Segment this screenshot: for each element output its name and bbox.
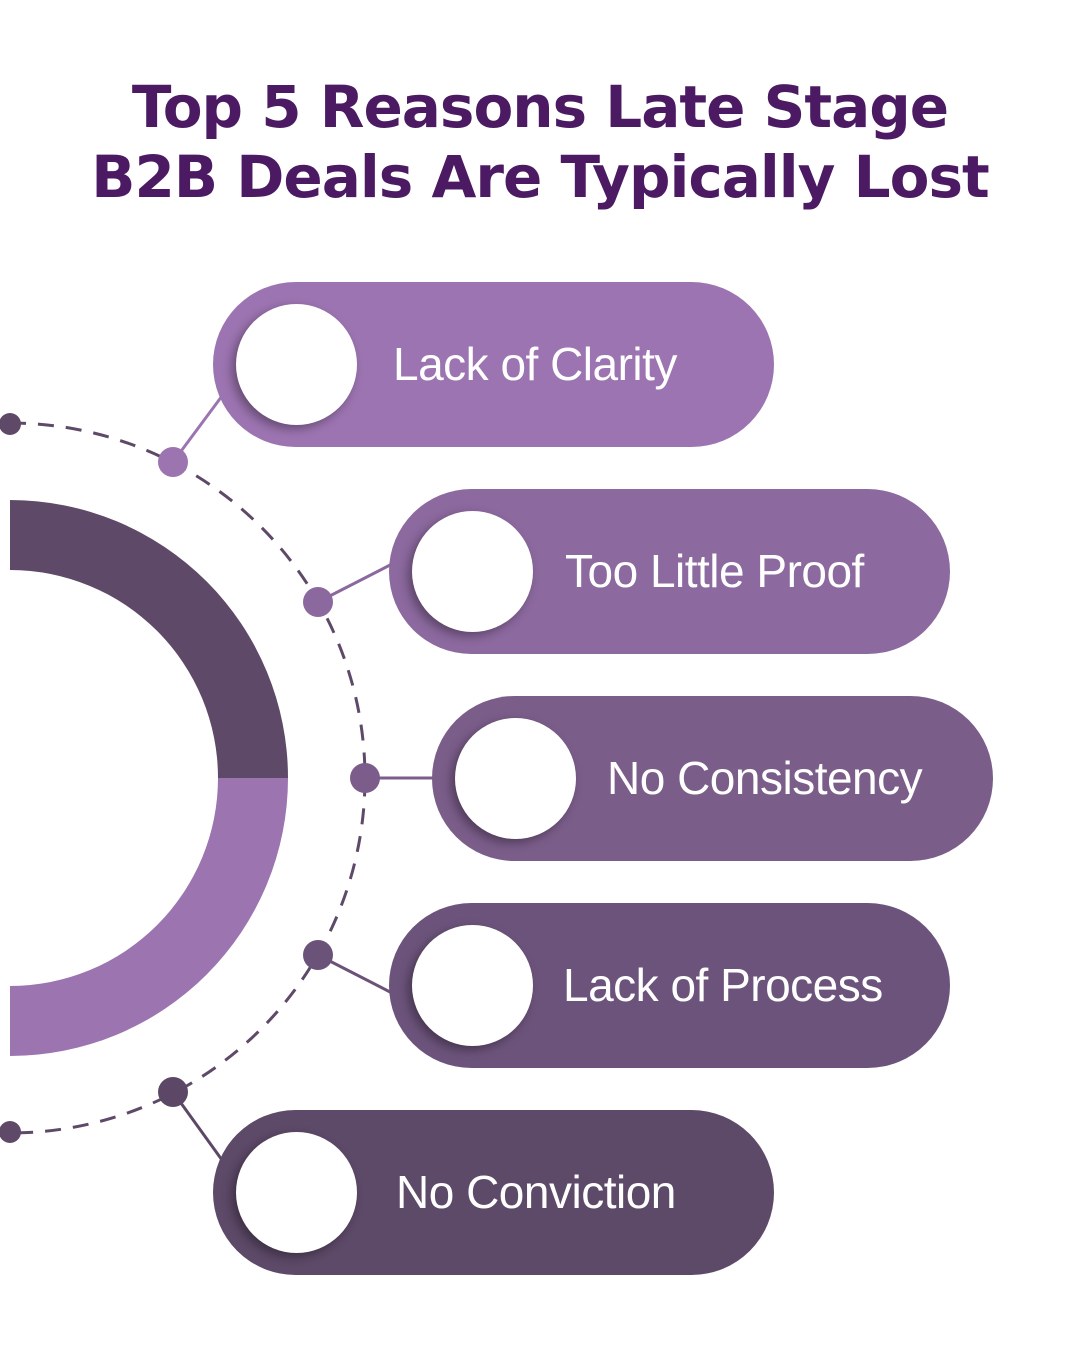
connector-dot-1: [158, 447, 188, 477]
arc-end-dot: [0, 1121, 21, 1143]
reason-pill-5: No Conviction: [213, 1110, 774, 1275]
reason-label: No Conviction: [396, 1166, 676, 1218]
reason-label: Lack of Process: [563, 959, 883, 1011]
reason-label: Too Little Proof: [565, 545, 864, 597]
connector-dot-5: [158, 1077, 188, 1107]
reason-pill-3: No Consistency: [432, 696, 993, 861]
title-line-2: B2B Deals Are Typically Lost: [91, 143, 989, 211]
reason-label: Lack of Clarity: [393, 338, 677, 390]
ring-bottom-half: [10, 778, 288, 1056]
connector-dot-2: [303, 587, 333, 617]
circle-badge: [412, 511, 533, 632]
connector-dot-3: [350, 763, 380, 793]
connector-dot-4: [303, 940, 333, 970]
reason-pill-1: Lack of Clarity: [213, 282, 774, 447]
circle-badge: [412, 925, 533, 1046]
reason-pill-2: Too Little Proof: [389, 489, 950, 654]
page-title: Top 5 Reasons Late Stage B2B Deals Are T…: [0, 72, 1080, 212]
reason-label: No Consistency: [607, 752, 923, 804]
arc-end-dot: [0, 413, 21, 435]
circle-badge: [455, 718, 576, 839]
title-line-1: Top 5 Reasons Late Stage: [131, 73, 949, 141]
ring-top-half: [10, 500, 288, 778]
circle-badge: [236, 1132, 357, 1253]
circle-badge: [236, 304, 357, 425]
reason-pill-4: Lack of Process: [389, 903, 950, 1068]
